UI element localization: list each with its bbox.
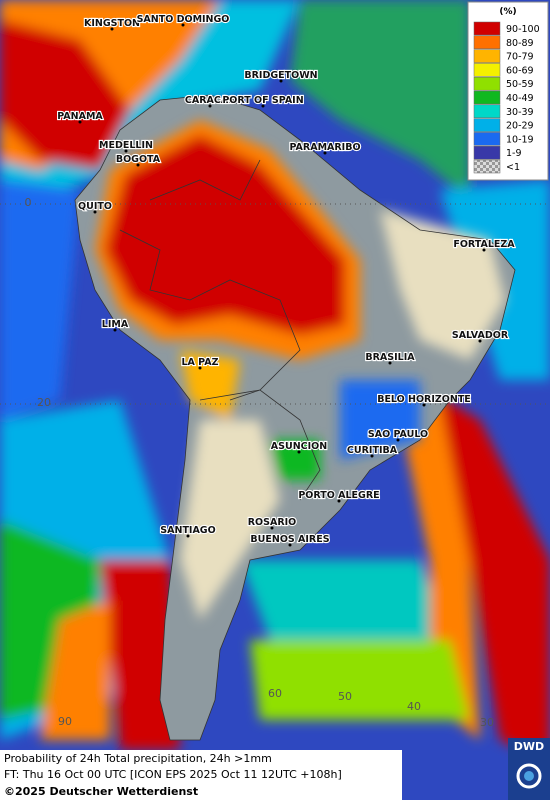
- legend-label: 20-29: [506, 121, 534, 132]
- city-dot: [208, 104, 212, 108]
- grid-label: 20: [37, 396, 51, 409]
- city-dot: [136, 163, 140, 167]
- legend-label: 30-39: [506, 107, 534, 118]
- city-dot: [323, 151, 327, 155]
- legend-swatch: [473, 118, 501, 132]
- legend-title: (%): [499, 7, 516, 17]
- city-label: CURITIBA: [347, 445, 398, 456]
- city-dot: [279, 79, 283, 83]
- city-label: ROSARIO: [248, 517, 297, 528]
- city-label: SANTO DOMINGO: [137, 14, 230, 25]
- legend-swatch: [473, 90, 501, 105]
- city-label: SAO PAULO: [368, 429, 428, 440]
- city-dot: [93, 210, 97, 214]
- footer-line: Probability of 24h Total precipitation, …: [4, 752, 272, 765]
- city-label: BRASILIA: [365, 352, 415, 363]
- footer-line: FT: Thu 16 Oct 00 UTC [ICON EPS 2025 Oct…: [4, 768, 342, 781]
- city-label: LA PAZ: [181, 357, 218, 368]
- city-label: MEDELLIN: [99, 140, 153, 151]
- city-label: PARAMARIBO: [289, 142, 360, 153]
- city-label: BOGOTA: [116, 154, 161, 165]
- city-label: QUITO: [78, 201, 112, 212]
- city-label: BELO HORIZONTE: [377, 394, 471, 405]
- borders: [74, 94, 516, 741]
- city-dot: [113, 328, 117, 332]
- legend-swatch: [473, 35, 501, 50]
- city-label: PORT OF SPAIN: [222, 95, 303, 106]
- city-label: PANAMA: [57, 111, 103, 122]
- city-dot: [78, 120, 82, 124]
- precip-field: [0, 0, 550, 760]
- city-dot: [110, 27, 114, 31]
- city-dot: [124, 149, 128, 153]
- city-label: SALVADOR: [452, 330, 509, 341]
- legend: (%) 90-100 80-89 70-79 60-69 50-59 40-49 30-39 2…: [467, 1, 549, 181]
- city-label: FORTALEZA: [453, 239, 515, 250]
- city-dot: [297, 450, 301, 454]
- grid-label: 30: [480, 716, 494, 729]
- city-dot: [422, 403, 426, 407]
- legend-label: 90-100: [506, 24, 540, 35]
- city-label: BRIDGETOWN: [244, 70, 317, 81]
- city-dot: [337, 499, 341, 503]
- logo-icon: [524, 771, 534, 781]
- legend-swatch: [473, 145, 501, 160]
- footer-box: [0, 750, 402, 800]
- logo-icon: [516, 763, 542, 789]
- city-dot: [288, 543, 292, 547]
- legend-label: 80-89: [506, 38, 534, 49]
- city-dot: [478, 339, 482, 343]
- city-label: KINGSTON: [84, 18, 140, 29]
- city-label: SANTIAGO: [160, 525, 215, 536]
- city-dot: [198, 366, 202, 370]
- city-dot: [482, 248, 486, 252]
- legend-swatch: [473, 76, 501, 91]
- legend-swatch: [473, 104, 501, 119]
- city-label: BUENOS AIRES: [250, 534, 329, 545]
- legend-label: 50-59: [506, 79, 534, 90]
- logo-box: [508, 738, 550, 800]
- legend-swatch: [473, 132, 501, 146]
- grid-label: 40: [407, 700, 421, 713]
- legend-label: <1: [506, 162, 520, 173]
- grid-label: 0: [25, 196, 32, 209]
- legend-swatch: [473, 63, 501, 77]
- legend-label: 60-69: [506, 65, 534, 76]
- city-dot: [261, 104, 265, 108]
- legend-swatch: [473, 21, 501, 36]
- legend-label: 10-19: [506, 134, 534, 145]
- city-dot: [388, 361, 392, 365]
- city-label: LIMA: [102, 319, 129, 330]
- legend-swatch: [473, 159, 501, 174]
- legend-swatch: [473, 49, 501, 63]
- grid-label: 90: [58, 715, 72, 728]
- city-dot: [396, 438, 400, 442]
- city-label: PORTO ALEGRE: [298, 490, 379, 501]
- footer-copyright: ©2025 Deutscher Wetterdienst: [4, 785, 198, 798]
- city-label: CARACAS: [185, 95, 235, 106]
- logo-text: DWD: [514, 740, 544, 753]
- legend-label: 1-9: [506, 148, 522, 159]
- grid-label: 50: [338, 690, 352, 703]
- legend-label: 40-49: [506, 93, 534, 104]
- city-dot: [270, 526, 274, 530]
- city-dot: [370, 454, 374, 458]
- land-precip: [95, 120, 505, 620]
- city-dot: [186, 534, 190, 538]
- city-label: ASUNCION: [271, 441, 327, 452]
- grid-label: 60: [268, 687, 282, 700]
- graticule: [0, 203, 550, 405]
- legend-label: 70-79: [506, 52, 534, 63]
- city-dot: [181, 23, 185, 27]
